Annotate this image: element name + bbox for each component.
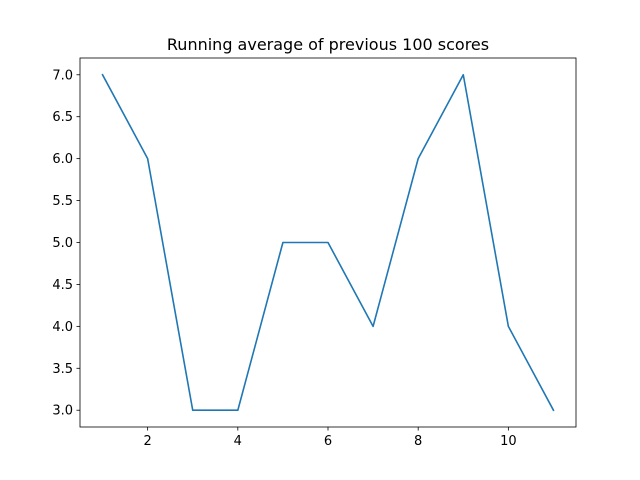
x-tick-label: 8 [414,434,422,449]
x-tick-label: 6 [324,434,332,449]
axes: 2 4 6 8 10 3.0 3.5 4.0 4.5 5.0 5.5 6.0 6.5 7.0 [52,57,577,449]
series-line-0 [101,73,555,412]
x-tick-label: 4 [234,434,242,449]
x-tick-label: 2 [143,434,151,449]
plot-area [101,73,555,412]
y-tick-label: 4.5 [52,278,73,293]
y-tick-label: 5.0 [52,236,73,251]
y-tick-label: 6.0 [52,152,73,167]
y-tick-label: 3.0 [52,404,73,419]
x-tick-label: 10 [500,434,517,449]
y-tick-label: 4.0 [52,320,73,335]
y-tick-label: 5.5 [52,194,73,209]
y-tick-label: 6.5 [52,110,73,125]
y-tick-label: 3.5 [52,362,73,377]
y-tick-label: 7.0 [52,68,73,83]
chart-title: Running average of previous 100 scores [167,35,489,54]
